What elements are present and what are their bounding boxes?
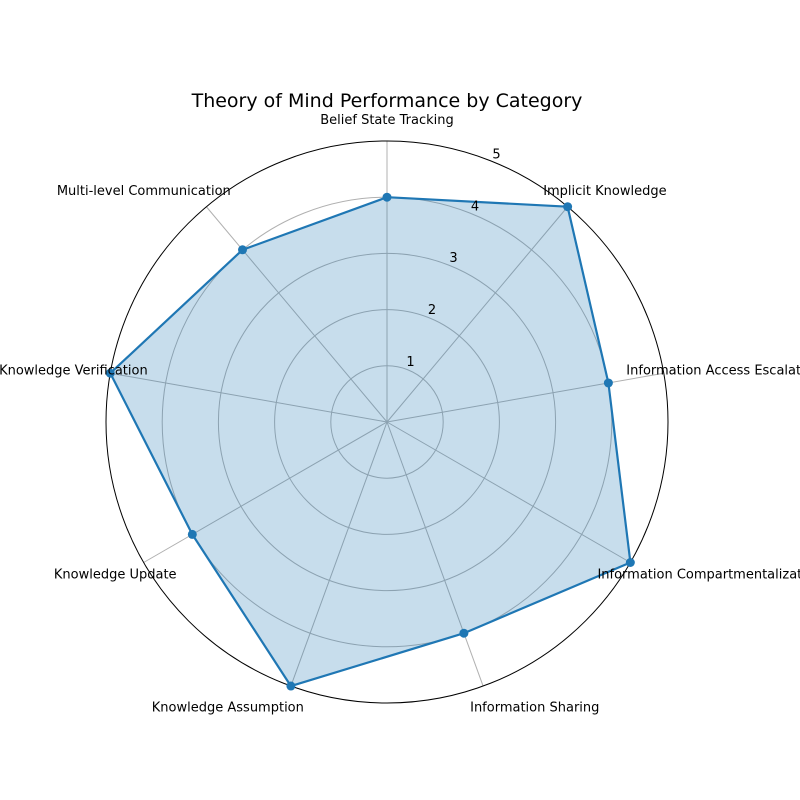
series-area: [110, 197, 631, 687]
data-point: [603, 378, 613, 388]
grid-spoke: [386, 421, 484, 687]
chart-title: Theory of Mind Performance by Category: [191, 90, 583, 112]
data-point: [105, 368, 115, 378]
grid-spoke: [386, 372, 664, 423]
radar-grid: [105, 140, 669, 704]
data-point: [382, 192, 392, 202]
category-label: Belief State Tracking: [320, 113, 454, 128]
category-label: Information Sharing: [470, 701, 599, 716]
grid-spoke: [386, 206, 569, 423]
outer-frame: [105, 140, 669, 704]
radar-labels: 1 2 3 4 5 Belief State Tracking Implicit Knowl…: [0, 113, 800, 716]
grid-spoke: [386, 421, 631, 563]
grid-spoke: [205, 206, 388, 423]
radial-tick-label: 4: [471, 199, 479, 214]
radial-tick-label: 2: [428, 303, 436, 318]
category-label: Implicit Knowledge: [543, 184, 666, 199]
data-point: [625, 558, 635, 567]
data-point: [286, 681, 296, 691]
data-point: [238, 245, 248, 255]
category-label: Information Access Escalation: [626, 363, 800, 378]
category-label: Knowledge Update: [54, 568, 177, 583]
data-point: [563, 202, 573, 212]
category-label: Knowledge Verification: [0, 363, 148, 378]
grid-spoke: [143, 421, 388, 563]
data-point: [187, 529, 197, 539]
data-point: [459, 628, 469, 638]
radar-series: [105, 192, 635, 691]
radial-tick-label: 5: [492, 147, 500, 162]
series-line: [109, 196, 632, 688]
category-label: Information Compartmentalization: [597, 568, 800, 583]
category-label: Multi-level Communication: [57, 184, 231, 199]
grid-spoke: [110, 372, 388, 423]
radial-tick-label: 3: [449, 251, 457, 266]
category-label: Knowledge Assumption: [152, 701, 304, 716]
radial-tick-label: 1: [406, 355, 414, 370]
grid-spoke: [290, 421, 388, 687]
